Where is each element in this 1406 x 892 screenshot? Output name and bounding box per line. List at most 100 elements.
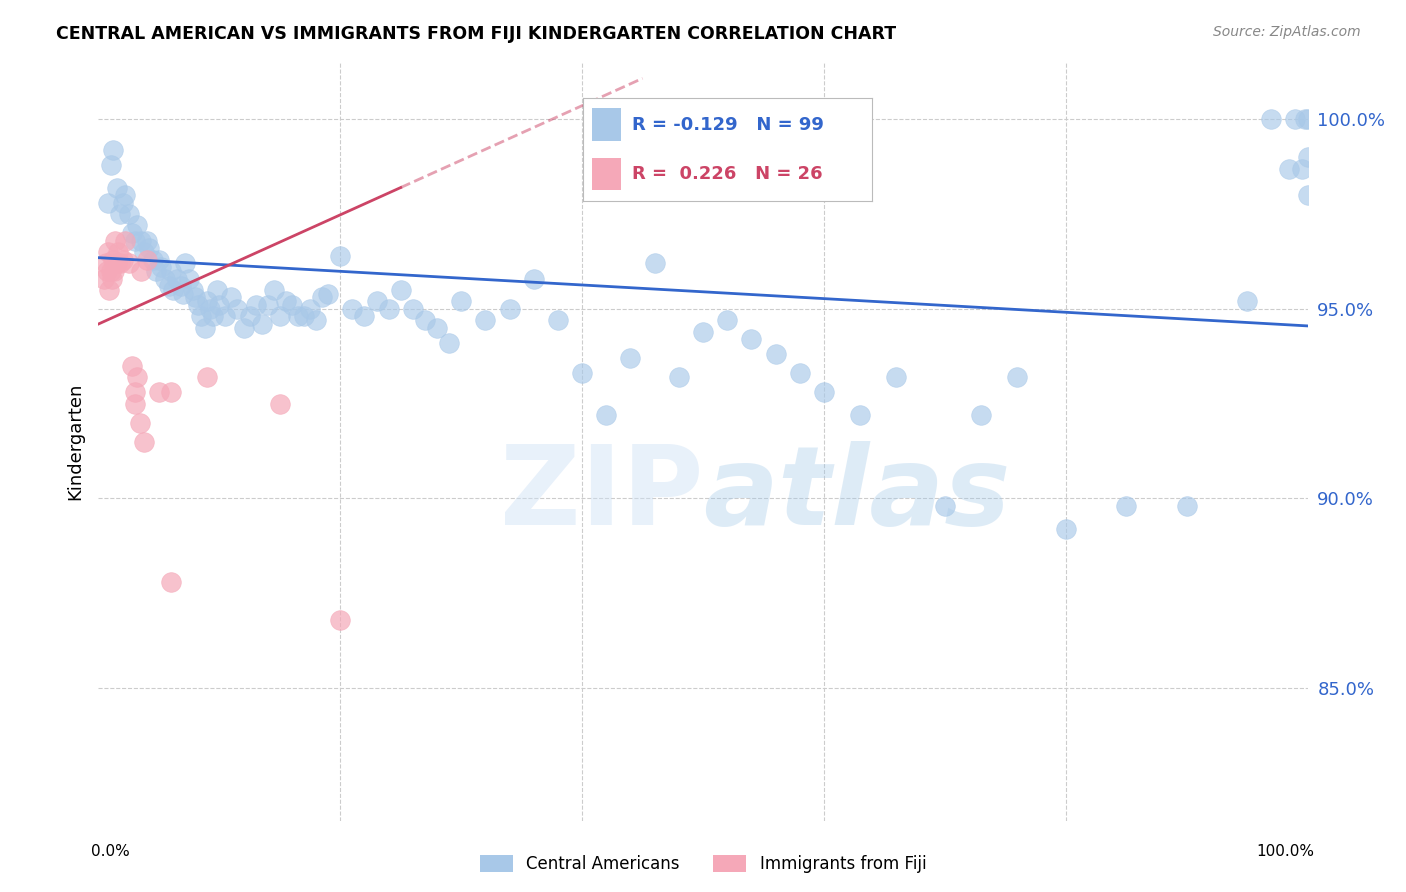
Point — [108, 256, 131, 270]
Point — [100, 264, 122, 278]
Point — [1115, 499, 1137, 513]
Point — [101, 143, 124, 157]
Point — [1284, 112, 1306, 127]
Text: CENTRAL AMERICAN VS IMMIGRANTS FROM FIJI KINDERGARTEN CORRELATION CHART: CENTRAL AMERICAN VS IMMIGRANTS FROM FIJI… — [56, 25, 897, 43]
Point — [311, 290, 333, 304]
Point — [1296, 112, 1319, 127]
Point — [668, 370, 690, 384]
Point — [205, 283, 228, 297]
Point — [214, 310, 236, 324]
Text: 100.0%: 100.0% — [1257, 845, 1315, 859]
Point — [498, 301, 520, 316]
Point — [181, 283, 204, 297]
Point — [226, 301, 249, 316]
Point — [1296, 188, 1319, 202]
Point — [250, 317, 273, 331]
Point — [118, 256, 141, 270]
Point — [138, 241, 160, 255]
Point — [124, 234, 146, 248]
Point — [101, 252, 124, 267]
Point — [127, 219, 149, 233]
Point — [281, 298, 304, 312]
Point — [221, 290, 243, 304]
Point — [97, 195, 120, 210]
Point — [187, 298, 209, 312]
Text: R = -0.129   N = 99: R = -0.129 N = 99 — [633, 116, 824, 134]
Point — [105, 180, 128, 194]
Point — [157, 279, 180, 293]
Point — [342, 301, 364, 316]
Point — [195, 370, 218, 384]
Point — [129, 264, 152, 278]
Point — [108, 207, 131, 221]
Point — [129, 234, 152, 248]
Point — [740, 332, 762, 346]
Point — [121, 359, 143, 373]
Point — [292, 310, 315, 324]
Point — [1296, 150, 1319, 164]
Y-axis label: Kindergarten: Kindergarten — [66, 383, 84, 500]
Point — [1291, 161, 1313, 176]
Point — [184, 290, 207, 304]
Point — [153, 271, 176, 285]
Point — [256, 298, 278, 312]
Point — [162, 283, 184, 297]
Point — [100, 158, 122, 172]
Point — [94, 256, 117, 270]
Point — [765, 347, 787, 361]
Point — [353, 310, 375, 324]
Point — [118, 207, 141, 221]
Text: Source: ZipAtlas.com: Source: ZipAtlas.com — [1213, 25, 1361, 39]
Point — [128, 416, 150, 430]
Point — [114, 188, 136, 202]
Point — [174, 256, 197, 270]
Point — [789, 366, 811, 380]
Point — [437, 335, 460, 350]
Point — [305, 313, 328, 327]
Point — [97, 244, 120, 259]
Point — [111, 252, 134, 267]
Point — [98, 283, 121, 297]
Point — [198, 301, 221, 316]
Point — [150, 260, 173, 274]
Point — [329, 613, 352, 627]
Point — [160, 574, 183, 589]
Text: ZIP: ZIP — [499, 442, 703, 548]
Point — [269, 310, 291, 324]
Point — [886, 370, 908, 384]
Point — [135, 252, 157, 267]
Point — [716, 313, 738, 327]
Point — [402, 301, 425, 316]
Point — [644, 256, 666, 270]
Point — [135, 234, 157, 248]
Point — [413, 313, 436, 327]
Point — [299, 301, 322, 316]
Point — [160, 264, 183, 278]
Point — [426, 320, 449, 334]
Bar — [592, 108, 621, 141]
Point — [134, 434, 156, 449]
Point — [377, 301, 399, 316]
Point — [595, 408, 617, 422]
Legend: Central Americans, Immigrants from Fiji: Central Americans, Immigrants from Fiji — [479, 855, 927, 873]
Point — [104, 234, 127, 248]
Point — [124, 396, 146, 410]
Point — [239, 310, 262, 324]
Point — [366, 294, 388, 309]
Point — [1007, 370, 1029, 384]
Point — [269, 396, 291, 410]
Point — [190, 310, 212, 324]
Point — [329, 249, 352, 263]
Point — [1278, 161, 1301, 176]
Point — [142, 252, 165, 267]
Point — [124, 385, 146, 400]
Point — [172, 286, 194, 301]
Point — [105, 256, 128, 270]
Point — [1294, 112, 1316, 127]
Point — [1260, 112, 1282, 127]
Point — [111, 195, 134, 210]
Point — [145, 264, 167, 278]
Text: 0.0%: 0.0% — [91, 845, 131, 859]
Text: R =  0.226   N = 26: R = 0.226 N = 26 — [633, 165, 823, 183]
Point — [316, 286, 339, 301]
